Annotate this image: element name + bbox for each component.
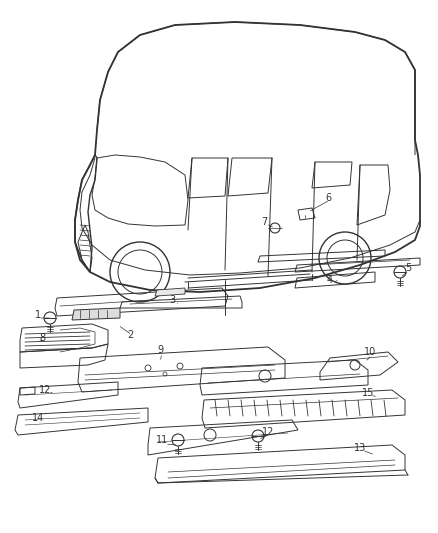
Text: 13: 13	[354, 443, 366, 453]
Text: 14: 14	[32, 413, 44, 423]
Text: 3: 3	[169, 295, 175, 305]
Polygon shape	[72, 308, 120, 320]
Text: 1: 1	[35, 310, 41, 320]
Text: 12: 12	[39, 385, 51, 395]
Text: 6: 6	[325, 193, 331, 203]
Text: 4: 4	[327, 275, 333, 285]
Text: 7: 7	[261, 217, 267, 227]
Text: 11: 11	[156, 435, 168, 445]
Text: 9: 9	[157, 345, 163, 355]
Text: 10: 10	[364, 347, 376, 357]
Text: 12: 12	[262, 427, 274, 437]
Text: 8: 8	[39, 333, 45, 343]
Polygon shape	[155, 288, 185, 296]
Text: 15: 15	[362, 388, 374, 398]
Text: 5: 5	[405, 263, 411, 273]
Text: 2: 2	[127, 330, 133, 340]
